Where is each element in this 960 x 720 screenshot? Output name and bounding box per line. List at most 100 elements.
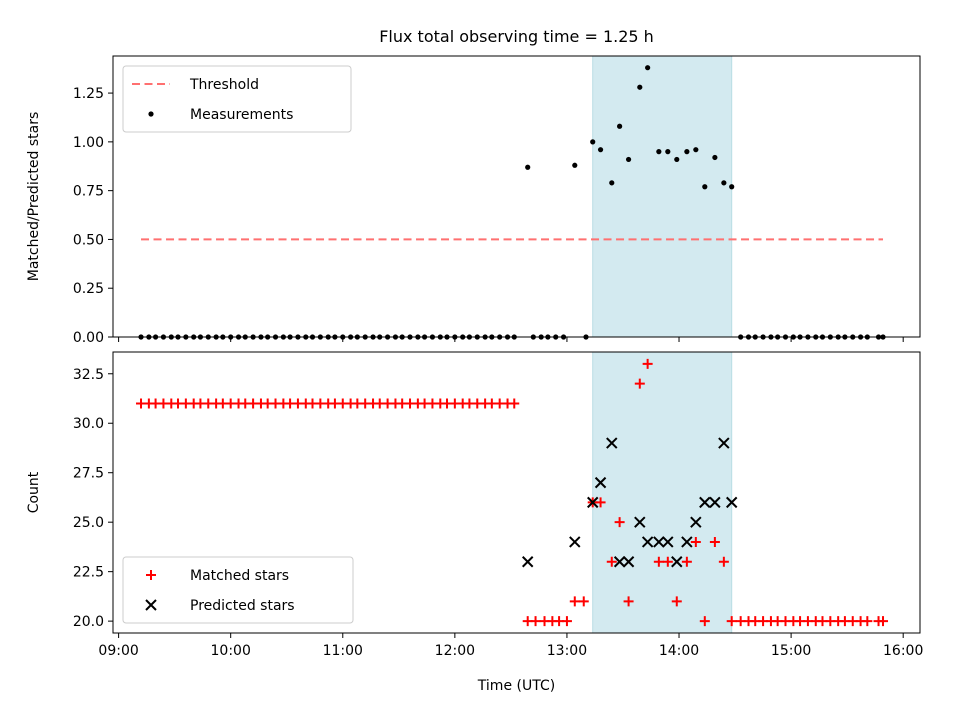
highlight-span — [592, 351, 733, 634]
legend-box — [122, 65, 352, 133]
data-point — [578, 596, 589, 607]
x-tick-label: 12:00 — [435, 643, 475, 659]
data-point — [729, 184, 735, 190]
y-tick-label: 0.25 — [73, 281, 104, 297]
data-point — [702, 184, 708, 190]
data-point — [671, 596, 682, 607]
data-point — [684, 149, 690, 155]
data-point — [662, 536, 674, 548]
series-matched-stars — [136, 358, 889, 627]
data-point — [718, 437, 730, 449]
data-point — [699, 496, 711, 509]
data-point — [613, 556, 626, 568]
data-point — [709, 536, 720, 547]
data-point — [712, 154, 718, 161]
data-point — [606, 437, 618, 449]
data-point — [572, 162, 578, 168]
data-point — [699, 616, 710, 627]
top-y-axis-label: Matched/Predicted stars — [26, 112, 42, 282]
data-point — [674, 156, 680, 163]
data-point — [594, 476, 607, 489]
data-point — [614, 517, 625, 528]
plot-frame — [112, 351, 921, 634]
data-point — [606, 556, 617, 567]
y-tick-label: 32.5 — [73, 367, 104, 383]
data-point — [617, 123, 623, 129]
y-tick-label: 30.0 — [73, 416, 104, 432]
data-point — [653, 556, 664, 567]
plot-frame — [112, 55, 921, 338]
legend-swatch-measurements — [148, 111, 154, 117]
legend-label-predicted-stars: Predicted stars — [190, 598, 295, 614]
data-point — [590, 139, 596, 145]
data-point — [878, 616, 889, 627]
data-point — [718, 556, 729, 567]
data-point — [656, 149, 662, 155]
legend-label-measurements: Measurements — [190, 107, 293, 123]
data-point — [709, 496, 721, 509]
legend-label-threshold: Threshold — [189, 77, 259, 93]
data-point — [690, 536, 701, 547]
y-tick-label: 1.00 — [73, 135, 104, 151]
y-tick-label: 0.00 — [73, 330, 104, 346]
y-tick-label: 27.5 — [73, 466, 104, 482]
x-tick-label: 13:00 — [547, 643, 587, 659]
legend-box — [122, 556, 354, 624]
data-point — [522, 556, 534, 568]
x-tick-label: 14:00 — [659, 643, 699, 659]
data-point — [623, 596, 634, 607]
legend-swatch-matched-stars — [146, 570, 156, 580]
x-tick-label: 10:00 — [211, 643, 251, 659]
legend-label-matched-stars: Matched stars — [190, 568, 289, 584]
y-tick-label: 22.5 — [73, 565, 104, 581]
data-point — [569, 596, 580, 607]
data-point — [693, 147, 699, 153]
data-point — [634, 378, 645, 389]
series-measurements — [138, 65, 886, 340]
data-point — [622, 556, 635, 568]
data-point — [665, 149, 671, 155]
legend: Matched stars Predicted stars — [122, 556, 354, 624]
x-tick-label: 16:00 — [883, 643, 923, 659]
legend: Threshold Measurements — [122, 65, 352, 133]
data-point — [634, 516, 646, 528]
data-point — [862, 616, 873, 627]
data-point — [645, 65, 651, 71]
x-axis-label: Time (UTC) — [477, 678, 555, 694]
highlight-span — [592, 55, 733, 338]
data-point — [569, 536, 581, 548]
data-point — [530, 616, 541, 627]
data-point — [597, 147, 604, 153]
data-point — [637, 84, 643, 90]
data-point — [509, 398, 520, 409]
y-tick-label: 0.50 — [73, 232, 104, 248]
data-point — [609, 180, 615, 186]
data-point — [642, 358, 653, 369]
data-point — [653, 536, 665, 548]
data-point — [525, 164, 531, 170]
data-point — [721, 180, 727, 186]
top-panel: 0.00 0.25 0.50 0.75 1.00 1.25 Threshold Measure… — [26, 55, 921, 346]
data-point — [681, 556, 692, 567]
data-point — [662, 556, 673, 567]
data-point — [690, 516, 702, 528]
data-point — [625, 156, 632, 163]
data-point — [587, 496, 599, 509]
data-point — [726, 616, 737, 627]
data-point — [641, 536, 654, 548]
data-point — [671, 556, 683, 568]
series-predicted-stars — [522, 437, 738, 568]
y-tick-label: 20.0 — [73, 614, 104, 630]
bottom-y-axis-label: Count — [26, 471, 42, 513]
y-tick-label: 1.25 — [73, 86, 104, 102]
y-tick-label: 0.75 — [73, 184, 104, 200]
data-point — [681, 536, 693, 548]
chart-title: Flux total observing time = 1.25 h — [379, 27, 654, 46]
x-tick-label: 09:00 — [98, 643, 138, 659]
y-tick-label: 25.0 — [73, 515, 104, 531]
data-point — [725, 496, 738, 509]
data-point — [595, 497, 606, 508]
legend-swatch-predicted-stars — [145, 599, 157, 611]
x-tick-label: 11:00 — [323, 643, 363, 659]
